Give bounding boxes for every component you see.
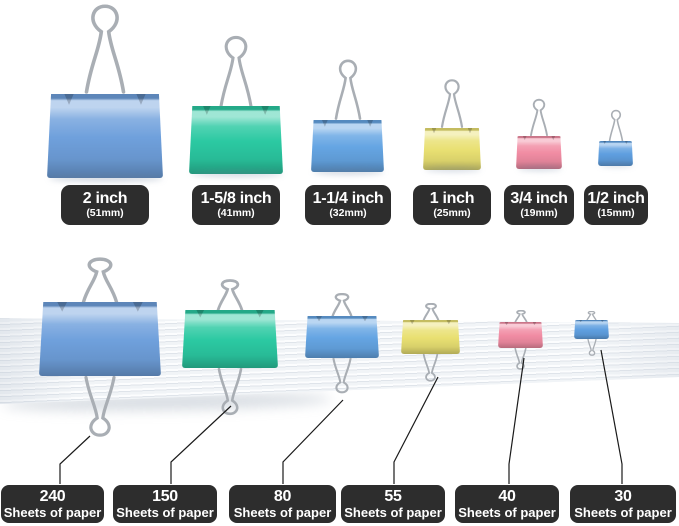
clip-wire-handle-icon	[206, 34, 266, 108]
capacity-label-30-sheets: 30 Sheets of paper	[570, 485, 676, 523]
size-label-3-4-inch: 3/4 inch (19mm)	[504, 185, 574, 225]
size-text: 3/4 inch	[510, 190, 568, 208]
clip-body	[423, 128, 481, 170]
size-label-1-1-4-inch: 1-1/4 inch (32mm)	[305, 185, 391, 225]
clip-body	[598, 141, 633, 166]
clip-wire-handle-icon	[416, 303, 446, 321]
clip-wire-handle-icon	[432, 78, 472, 128]
pointer-line	[282, 399, 344, 484]
pointer-line	[170, 405, 232, 484]
sheet-unit: Sheets of paper	[116, 504, 214, 520]
sheet-unit: Sheets of paper	[574, 504, 672, 520]
sheet-count: 240	[39, 487, 66, 505]
sheet-unit: Sheets of paper	[344, 504, 442, 520]
sheet-count: 150	[152, 487, 178, 505]
capacity-label-80-sheets: 80 Sheets of paper	[229, 485, 336, 523]
size-label-1-5-8-inch: 1-5/8 inch (41mm)	[192, 185, 280, 225]
clip-shadow	[600, 163, 633, 167]
clip-body	[516, 136, 562, 169]
clip-shadow	[425, 167, 481, 172]
clip-wire-handle-icon	[603, 109, 629, 142]
clip-wire-handle-icon	[582, 311, 601, 321]
size-label-1-inch: 1 inch (25mm)	[413, 185, 491, 225]
clip-wire-handle-icon	[509, 310, 533, 323]
sheet-unit: Sheets of paper	[458, 504, 556, 520]
paper-stack	[0, 312, 679, 405]
size-label-2-inch: 2 inch (51mm)	[61, 185, 149, 225]
size-text: 1/2 inch	[587, 190, 645, 208]
sheet-count: 80	[273, 487, 292, 505]
pointer-line	[393, 376, 439, 484]
size-mm-text: (32mm)	[329, 207, 367, 220]
size-text: 2 inch	[82, 190, 128, 208]
size-text: 1 inch	[429, 190, 475, 208]
clip-shadow	[518, 166, 562, 171]
clip-wire-handle-icon	[323, 293, 361, 317]
clip-wire-handle-icon	[324, 58, 372, 120]
clip-body	[311, 120, 384, 172]
size-mm-text: (41mm)	[217, 207, 255, 220]
clip-body	[189, 106, 283, 174]
capacity-label-55-sheets: 55 Sheets of paper	[341, 485, 445, 523]
size-mm-text: (19mm)	[520, 207, 558, 220]
sheet-count: 30	[614, 487, 632, 505]
pointer-line	[59, 435, 91, 484]
capacity-label-240-sheets: 240 Sheets of paper	[1, 485, 104, 523]
clip-body	[47, 94, 163, 178]
size-mm-text: (15mm)	[597, 207, 635, 220]
size-text: 1-1/4 inch	[312, 190, 384, 208]
sheet-unit: Sheets of paper	[233, 504, 332, 520]
capacity-label-40-sheets: 40 Sheets of paper	[455, 485, 559, 523]
clip-wire-handle-icon	[68, 2, 142, 94]
size-mm-text: (25mm)	[433, 207, 471, 220]
sheet-count: 55	[384, 487, 402, 505]
clip-shadow	[49, 175, 163, 182]
size-mm-text: (51mm)	[86, 207, 124, 220]
clip-shadow	[191, 171, 283, 177]
capacity-label-150-sheets: 150 Sheets of paper	[113, 485, 217, 523]
clip-wire-handle-icon	[206, 279, 254, 311]
sheet-unit: Sheets of paper	[3, 504, 102, 520]
size-text: 1-5/8 inch	[200, 190, 272, 208]
clip-wire-handle-icon	[523, 98, 555, 136]
sheet-count: 40	[498, 487, 516, 505]
clip-wire-handle-icon	[67, 257, 133, 303]
clip-shadow	[313, 169, 384, 175]
size-label-1-2-inch: 1/2 inch (15mm)	[584, 185, 648, 225]
